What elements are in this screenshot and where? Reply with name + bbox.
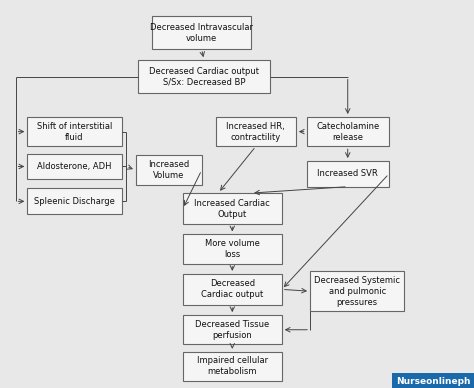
Text: Catecholamine
release: Catecholamine release — [316, 121, 379, 142]
FancyBboxPatch shape — [152, 16, 251, 49]
FancyBboxPatch shape — [307, 117, 389, 146]
FancyBboxPatch shape — [183, 193, 282, 224]
Text: More volume
loss: More volume loss — [205, 239, 260, 259]
FancyBboxPatch shape — [138, 60, 270, 93]
Text: Increased SVR: Increased SVR — [318, 169, 378, 178]
Text: Increased
Volume: Increased Volume — [148, 160, 189, 180]
Text: Decreased Cardiac output
S/Sx: Decreased BP: Decreased Cardiac output S/Sx: Decreased… — [149, 67, 259, 87]
Text: Nurseonlineph: Nurseonlineph — [396, 377, 470, 386]
Text: Increased Cardiac
Output: Increased Cardiac Output — [194, 199, 270, 219]
FancyBboxPatch shape — [27, 117, 121, 146]
FancyBboxPatch shape — [310, 271, 404, 312]
Text: Decreased Intravascular
volume: Decreased Intravascular volume — [150, 23, 253, 43]
FancyBboxPatch shape — [183, 315, 282, 345]
FancyBboxPatch shape — [216, 117, 296, 146]
Text: Decreased Tissue
perfusion: Decreased Tissue perfusion — [195, 320, 269, 340]
FancyBboxPatch shape — [183, 352, 282, 381]
FancyBboxPatch shape — [27, 189, 121, 214]
Text: Decreased
Cardiac output: Decreased Cardiac output — [201, 279, 264, 300]
Text: Increased HR,
contractility: Increased HR, contractility — [227, 121, 285, 142]
Text: Decreased Systemic
and pulmonic
pressures: Decreased Systemic and pulmonic pressure… — [314, 275, 400, 307]
FancyBboxPatch shape — [183, 234, 282, 264]
Text: Spleenic Discharge: Spleenic Discharge — [34, 197, 115, 206]
Text: Aldosterone, ADH: Aldosterone, ADH — [37, 162, 112, 171]
Text: Shift of interstitial
fluid: Shift of interstitial fluid — [37, 121, 112, 142]
Text: Impaired cellular
metabolism: Impaired cellular metabolism — [197, 357, 268, 376]
FancyBboxPatch shape — [307, 161, 389, 187]
FancyBboxPatch shape — [183, 274, 282, 305]
FancyBboxPatch shape — [27, 154, 121, 179]
FancyBboxPatch shape — [136, 156, 201, 185]
